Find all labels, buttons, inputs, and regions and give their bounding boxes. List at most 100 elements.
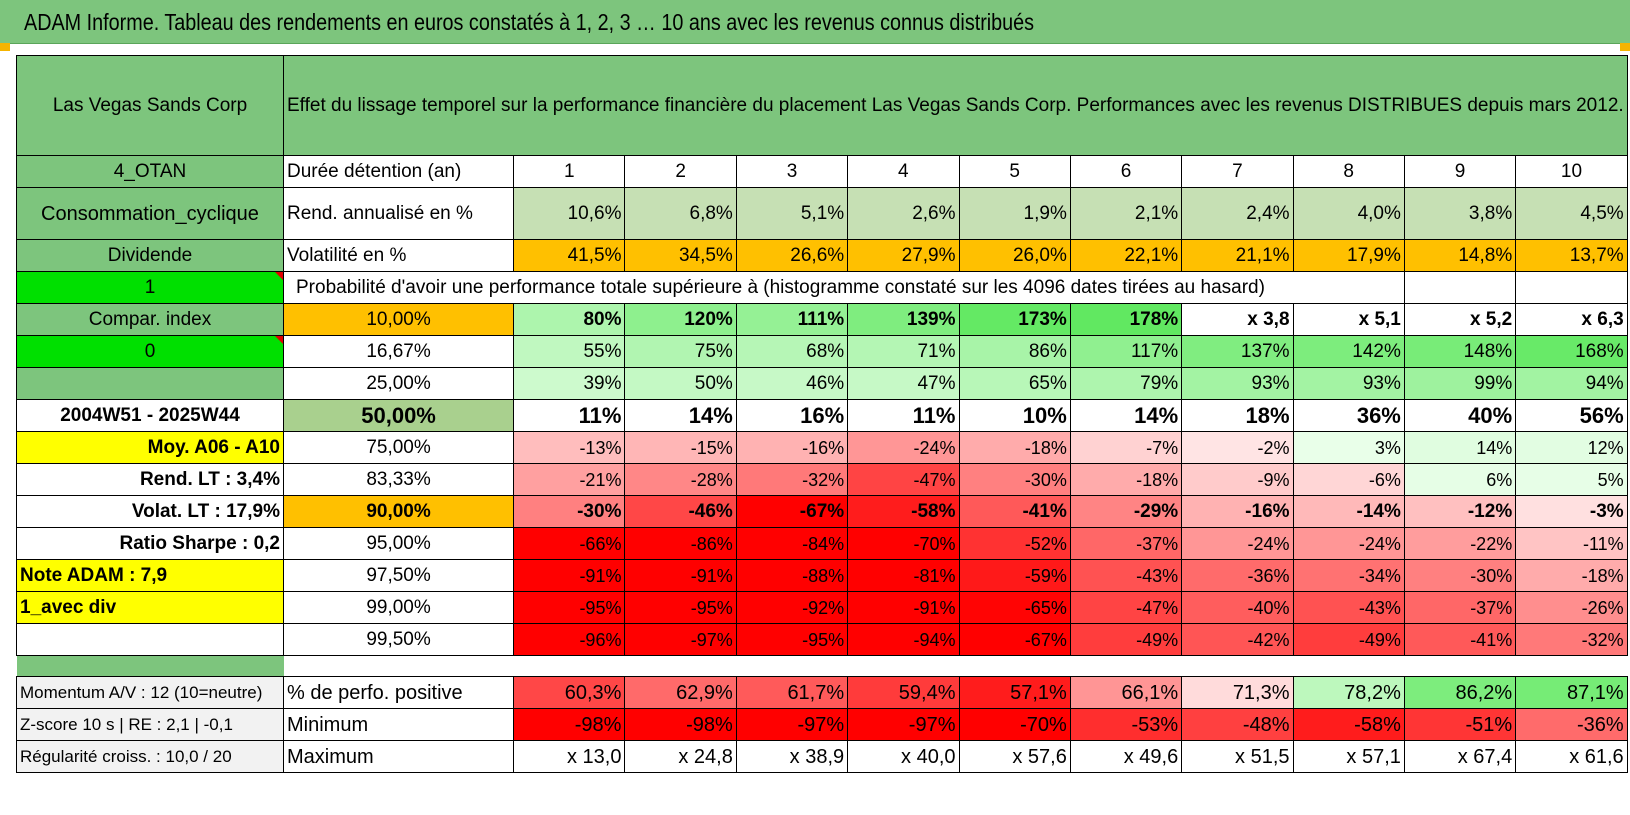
corner-marker-right	[1620, 43, 1630, 51]
empty-cell	[1515, 271, 1628, 304]
rend-cell: 10,6%	[513, 187, 626, 240]
quantile-value-cell: 14%	[1403, 431, 1517, 464]
stat-value-cell: 66,1%	[1069, 676, 1183, 709]
quantile-value-cell: 111%	[735, 303, 849, 336]
quantile-value-cell: -22%	[1403, 527, 1517, 560]
quantile-value-cell: 75%	[624, 335, 737, 368]
empty-green-cell	[16, 367, 284, 400]
stat-label: Maximum	[282, 740, 515, 773]
quantile-value-cell: -49%	[1069, 623, 1183, 656]
stat-value-cell: -97%	[847, 708, 960, 741]
stat-value-cell: x 24,8	[624, 740, 737, 773]
quantile-value-cell: 18%	[1181, 399, 1294, 432]
quantile-value-cell: 80%	[513, 303, 626, 336]
quantile-value-cell: -30%	[958, 463, 1071, 496]
quantile-value-cell: -88%	[735, 559, 849, 592]
quantile-value-cell: x 5,1	[1292, 303, 1405, 336]
vol-cell: 22,1%	[1069, 239, 1183, 272]
quantile-value-cell: 56%	[1515, 399, 1628, 432]
year-cell: 9	[1403, 155, 1517, 188]
quantile-value-cell: 3%	[1292, 431, 1405, 464]
quantile-value-cell: 93%	[1292, 367, 1405, 400]
quantile-value-cell: -2%	[1181, 431, 1294, 464]
quantile-value-cell: -18%	[1069, 463, 1183, 496]
quantile-value-cell: 68%	[735, 335, 849, 368]
stat-value-cell: -51%	[1403, 708, 1517, 741]
year-cell: 2	[624, 155, 737, 188]
quantile-value-cell: -32%	[735, 463, 849, 496]
quantile-value-cell: 137%	[1181, 335, 1294, 368]
sharpe-label: Ratio Sharpe : 0,2	[16, 527, 284, 560]
stat-value-cell: x 57,1	[1292, 740, 1405, 773]
stat-value-cell: -70%	[958, 708, 1071, 741]
stat-value-cell: -98%	[513, 708, 626, 741]
rend-cell: 2,1%	[1069, 187, 1183, 240]
quantile-level: 10,00%	[282, 303, 515, 336]
quantile-value-cell: -47%	[1069, 591, 1183, 624]
quantile-value-cell: -6%	[1292, 463, 1405, 496]
vol-cell: 27,9%	[847, 239, 960, 272]
quantile-value-cell: -37%	[1069, 527, 1183, 560]
quantile-value-cell: -30%	[1403, 559, 1517, 592]
quantile-value-cell: 40%	[1403, 399, 1517, 432]
flag-one: 1	[16, 271, 284, 304]
quantile-value-cell: -95%	[513, 591, 626, 624]
quantile-value-cell: -67%	[958, 623, 1071, 656]
quantile-value-cell: 178%	[1069, 303, 1183, 336]
stat-value-cell: -98%	[624, 708, 737, 741]
quantile-value-cell: -9%	[1181, 463, 1294, 496]
ticker-code: 4_OTAN	[16, 155, 284, 188]
quantile-value-cell: -52%	[958, 527, 1071, 560]
compar-index-label: Compar. index	[16, 303, 284, 336]
rend-label: Rend. annualisé en %	[282, 187, 515, 240]
quantile-value-cell: -97%	[624, 623, 737, 656]
stat-value-cell: 57,1%	[958, 676, 1071, 709]
quantile-value-cell: -43%	[1069, 559, 1183, 592]
quantile-value-cell: -37%	[1403, 591, 1517, 624]
year-cell: 6	[1069, 155, 1183, 188]
quantile-value-cell: -7%	[1069, 431, 1183, 464]
quantile-value-cell: 99%	[1403, 367, 1517, 400]
stat-side-label: Z-score 10 s | RE : 2,1 | -0,1	[16, 708, 284, 741]
quantile-value-cell: x 3,8	[1181, 303, 1294, 336]
rend-cell: 5,1%	[735, 187, 849, 240]
quantile-value-cell: 142%	[1292, 335, 1405, 368]
spacer	[284, 656, 1628, 677]
quantile-value-cell: -12%	[1403, 495, 1517, 528]
quantile-level: 16,67%	[282, 335, 515, 368]
dividend-label: Dividende	[16, 239, 284, 272]
quantile-value-cell: 117%	[1069, 335, 1183, 368]
vol-cell: 14,8%	[1403, 239, 1517, 272]
quantile-value-cell: -32%	[1515, 623, 1628, 656]
year-cell: 3	[735, 155, 849, 188]
quantile-value-cell: -21%	[513, 463, 626, 496]
year-cell: 5	[958, 155, 1071, 188]
quantile-level: 25,00%	[282, 367, 515, 400]
vol-cell: 41,5%	[513, 239, 626, 272]
quantile-value-cell: -58%	[847, 495, 960, 528]
quantile-value-cell: -28%	[624, 463, 737, 496]
period-label: 2004W51 - 2025W44	[16, 399, 284, 432]
quantile-level: 99,50%	[282, 623, 515, 656]
year-cell: 8	[1292, 155, 1405, 188]
quantile-value-cell: -24%	[847, 431, 960, 464]
quantile-value-cell: -41%	[1403, 623, 1517, 656]
quantile-value-cell: 39%	[513, 367, 626, 400]
year-cell: 7	[1181, 155, 1294, 188]
rend-cell: 4,0%	[1292, 187, 1405, 240]
quantile-value-cell: -81%	[847, 559, 960, 592]
stat-value-cell: -53%	[1069, 708, 1183, 741]
quantile-level: 75,00%	[282, 431, 515, 464]
quantile-value-cell: -91%	[847, 591, 960, 624]
quantile-value-cell: 79%	[1069, 367, 1183, 400]
rend-cell: 6,8%	[624, 187, 737, 240]
quantile-value-cell: x 5,2	[1403, 303, 1517, 336]
note-adam-label: Note ADAM : 7,9	[16, 559, 284, 592]
variant-label: 1_avec div	[16, 591, 284, 624]
quantile-value-cell: -26%	[1515, 591, 1628, 624]
quantile-value-cell: -18%	[958, 431, 1071, 464]
quantile-value-cell: -29%	[1069, 495, 1183, 528]
rend-cell: 2,4%	[1181, 187, 1294, 240]
stat-side-label: Momentum A/V : 12 (10=neutre)	[16, 676, 284, 709]
vol-cell: 26,0%	[958, 239, 1071, 272]
